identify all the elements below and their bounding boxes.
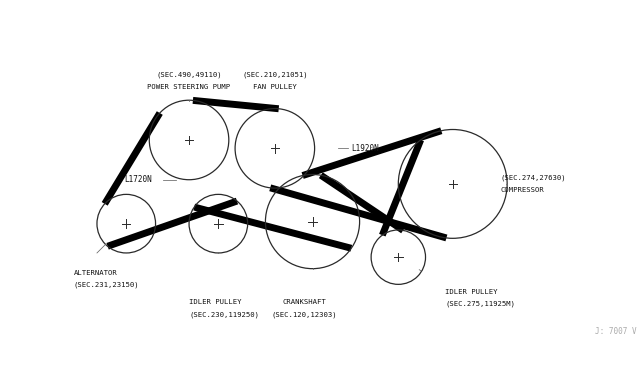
Text: IDLER PULLEY: IDLER PULLEY xyxy=(189,299,241,305)
Text: (SEC.490,49110): (SEC.490,49110) xyxy=(156,71,222,78)
Text: FAN PULLEY: FAN PULLEY xyxy=(253,84,297,90)
Text: (SEC.275,11925M): (SEC.275,11925M) xyxy=(445,301,515,307)
Text: (SEC.231,23150): (SEC.231,23150) xyxy=(74,282,140,288)
Text: (SEC.120,12303): (SEC.120,12303) xyxy=(271,311,337,318)
Text: CRANKSHAFT: CRANKSHAFT xyxy=(282,299,326,305)
Text: IDLER PULLEY: IDLER PULLEY xyxy=(445,289,498,295)
Text: L1920N: L1920N xyxy=(351,144,379,153)
Text: POWER STEERING PUMP: POWER STEERING PUMP xyxy=(147,84,230,90)
Text: (SEC.274,27630): (SEC.274,27630) xyxy=(501,175,566,182)
Text: L1720N: L1720N xyxy=(125,175,152,184)
Text: ALTERNATOR: ALTERNATOR xyxy=(74,270,118,276)
Text: J: 7007 V: J: 7007 V xyxy=(595,327,637,336)
Text: (SEC.230,119250): (SEC.230,119250) xyxy=(189,311,259,318)
Text: (SEC.210,21051): (SEC.210,21051) xyxy=(242,71,308,78)
Text: COMPRESSOR: COMPRESSOR xyxy=(501,187,545,193)
